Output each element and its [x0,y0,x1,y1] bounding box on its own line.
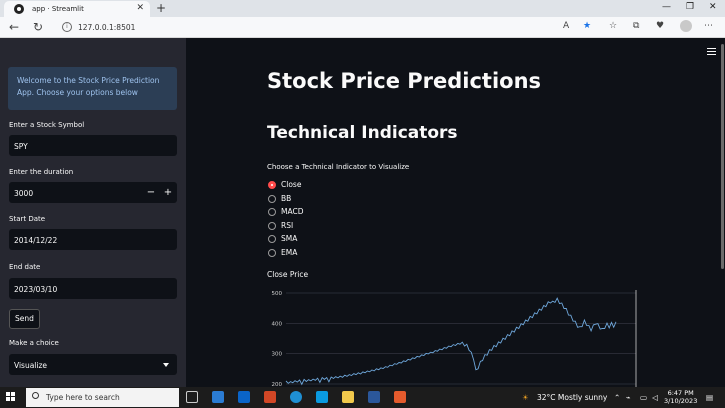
app-icon[interactable] [394,391,406,403]
back-icon[interactable]: ← [9,20,20,34]
y-tick-label: 400 [272,321,283,327]
chevron-down-icon [163,363,169,367]
favorites-icon[interactable]: ☆ [609,21,618,31]
window-close-icon[interactable]: ✕ [709,2,717,12]
main-content: Stock Price Predictions Technical Indica… [186,38,725,387]
collections-icon[interactable]: ⧉ [633,21,640,31]
favorite-star-icon[interactable]: ★ [583,21,592,31]
radio-rsi[interactable]: RSI [268,221,293,232]
clock[interactable]: 6:47 PM 3/10/2023 [664,389,698,405]
radio-dot-icon [268,208,276,216]
chart-title: Close Price [267,270,309,279]
scrollbar[interactable] [721,44,724,269]
radio-bb[interactable]: BB [268,194,291,205]
chevron-up-icon[interactable]: ⌃ [614,393,621,402]
info-icon[interactable]: i [62,22,72,32]
weather-icon: ☀ [522,393,529,402]
y-tick-label: 300 [272,352,283,358]
start-date-label: Start Date [9,215,46,223]
taskbar-search-input[interactable]: Type here to search [26,388,179,407]
decrement-button[interactable]: − [146,187,156,198]
send-button[interactable]: Send [9,309,40,329]
radio-dot-icon [268,181,276,189]
minimize-icon[interactable]: — [662,2,671,12]
browser-tab[interactable]: app · Streamlit ✕ [4,1,150,17]
weather-text[interactable]: 32°C Mostly sunny [537,393,608,402]
address-bar: ← ↻ i 127.0.0.1:8501 A ★ ☆ ⧉ ♥ ⋯ [0,17,725,38]
store-icon[interactable] [212,391,224,403]
choice-select[interactable]: Visualize [9,354,177,375]
browser-essentials-icon[interactable]: ♥ [656,21,665,31]
radio-dot-icon [268,222,276,230]
volume-icon[interactable]: ◁ [652,393,658,402]
start-date-input[interactable]: 2014/12/22 [9,229,177,250]
close-price-chart[interactable]: 200 300 400 500 [264,286,644,387]
url-text: 127.0.0.1:8501 [78,23,136,32]
indicator-radio-label: Choose a Technical Indicator to Visualiz… [267,163,410,171]
notifications-icon[interactable]: ▤ [706,393,714,402]
skype-icon[interactable] [316,391,328,403]
refresh-icon[interactable]: ↻ [33,20,44,34]
radio-close[interactable]: Close [268,180,301,191]
radio-sma[interactable]: SMA [268,234,297,245]
search-icon [32,392,39,399]
y-tick-label: 200 [272,382,283,387]
mail-icon[interactable] [238,391,250,403]
profile-avatar[interactable] [680,20,692,32]
word-icon[interactable] [368,391,380,403]
symbol-input[interactable]: SPY [9,135,177,156]
more-options-icon[interactable]: ⋯ [704,21,713,31]
office-icon[interactable] [264,391,276,403]
windows-start-icon[interactable] [6,392,16,402]
duration-label: Enter the duration [9,168,74,176]
read-aloud-icon[interactable]: A [563,21,570,31]
restore-icon[interactable]: ❐ [686,2,695,12]
sidebar: Welcome to the Stock Price Prediction Ap… [0,38,186,387]
page-title: Stock Price Predictions [267,69,542,93]
url-field[interactable]: i 127.0.0.1:8501 [56,20,556,35]
close-tab-icon[interactable]: ✕ [136,3,144,13]
choice-label: Make a choice [9,339,59,347]
search-placeholder: Type here to search [46,393,120,402]
tab-title: app · Streamlit [32,5,84,13]
end-date-input[interactable]: 2023/03/10 [9,278,177,299]
duration-value: 3000 [14,189,34,198]
new-tab-icon[interactable]: + [156,1,167,15]
network-icon[interactable]: ⌁ [626,393,631,402]
choice-value: Visualize [14,361,48,370]
radio-dot-icon [268,249,276,257]
tab-bar: app · Streamlit ✕ + — ❐ ✕ [0,0,725,17]
radio-ema[interactable]: EMA [268,248,297,259]
taskbar: Type here to search ☀ 32°C Mostly sunny … [0,387,725,408]
increment-button[interactable]: + [163,187,173,198]
edge-icon[interactable] [290,391,302,403]
y-tick-label: 500 [272,291,283,297]
section-title: Technical Indicators [267,123,458,143]
end-date-label: End date [9,263,41,271]
duration-stepper[interactable]: 3000 − + [9,182,177,203]
radio-dot-icon [268,195,276,203]
menu-icon[interactable] [707,48,716,57]
file-explorer-icon[interactable] [342,391,354,403]
streamlit-favicon-icon [14,4,24,14]
symbol-label: Enter a Stock Symbol [9,121,85,129]
close-price-line [285,297,617,386]
welcome-info-box: Welcome to the Stock Price Prediction Ap… [8,67,177,110]
radio-macd[interactable]: MACD [268,207,303,218]
battery-icon[interactable]: ▭ [640,393,648,402]
task-view-icon[interactable] [186,391,198,403]
radio-dot-icon [268,235,276,243]
